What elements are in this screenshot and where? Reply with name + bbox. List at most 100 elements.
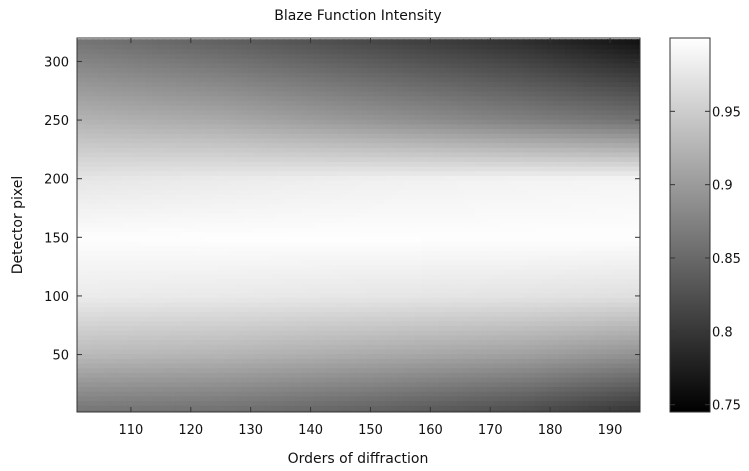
heatmap-cell bbox=[157, 203, 165, 209]
heatmap-cell bbox=[289, 381, 297, 388]
heatmap-cell bbox=[163, 231, 171, 237]
heatmap-cell bbox=[205, 273, 213, 280]
heatmap-cell bbox=[169, 306, 177, 312]
heatmap-cell bbox=[109, 151, 117, 158]
heatmap-cell bbox=[355, 189, 363, 195]
heatmap-cell bbox=[337, 325, 345, 331]
heatmap-cell bbox=[265, 264, 273, 270]
heatmap-cell bbox=[199, 212, 207, 219]
heatmap-cell bbox=[313, 151, 321, 158]
heatmap-cell bbox=[325, 226, 333, 233]
heatmap-cell bbox=[379, 86, 387, 92]
heatmap-cell bbox=[385, 198, 393, 205]
heatmap-cell bbox=[403, 90, 411, 97]
heatmap-cell bbox=[217, 268, 225, 275]
heatmap-cell bbox=[379, 165, 387, 172]
heatmap-cell bbox=[391, 147, 399, 153]
heatmap-cell bbox=[77, 311, 81, 317]
heatmap-cell bbox=[277, 142, 285, 148]
heatmap-cell bbox=[253, 53, 261, 59]
heatmap-cell bbox=[103, 72, 111, 78]
heatmap-cell bbox=[85, 306, 93, 312]
heatmap-cell bbox=[385, 278, 393, 284]
heatmap-cell bbox=[301, 165, 309, 172]
heatmap-cell bbox=[139, 245, 147, 252]
heatmap-cell bbox=[247, 156, 255, 162]
heatmap-cell bbox=[121, 245, 129, 252]
heatmap-cell bbox=[301, 372, 309, 378]
heatmap-cell bbox=[223, 142, 231, 148]
heatmap-cell bbox=[157, 362, 165, 369]
heatmap-cell bbox=[181, 348, 189, 355]
heatmap-cell bbox=[91, 179, 99, 186]
heatmap-cell bbox=[325, 240, 333, 247]
heatmap-cell bbox=[79, 67, 87, 73]
heatmap-cell bbox=[283, 147, 291, 153]
heatmap-cell bbox=[241, 315, 249, 322]
heatmap-cell bbox=[421, 81, 429, 87]
heatmap-cell bbox=[361, 362, 369, 369]
heatmap-cell bbox=[77, 381, 81, 388]
heatmap-cell bbox=[379, 118, 387, 125]
heatmap-cell bbox=[349, 62, 357, 69]
heatmap-cell bbox=[445, 245, 453, 252]
heatmap-cell bbox=[175, 297, 183, 303]
heatmap-cell bbox=[385, 287, 393, 294]
heatmap-cell bbox=[217, 226, 225, 233]
heatmap-cell bbox=[289, 189, 297, 195]
heatmap-cell bbox=[343, 250, 351, 256]
heatmap-cell bbox=[181, 161, 189, 167]
heatmap-cell bbox=[97, 278, 105, 284]
heatmap-cell bbox=[271, 165, 279, 172]
heatmap-cell bbox=[271, 236, 279, 242]
heatmap-cell bbox=[205, 315, 213, 322]
heatmap-cell bbox=[313, 109, 321, 116]
heatmap-cell bbox=[181, 367, 189, 373]
heatmap-cell bbox=[139, 189, 147, 195]
heatmap-cell bbox=[223, 353, 231, 359]
heatmap-cell bbox=[445, 358, 453, 364]
heatmap-cell bbox=[77, 334, 81, 341]
heatmap-cell bbox=[199, 367, 207, 373]
heatmap-cell bbox=[109, 76, 117, 83]
heatmap-cell bbox=[181, 43, 189, 50]
heatmap-cell bbox=[421, 123, 429, 130]
heatmap-cell bbox=[439, 132, 447, 139]
heatmap-cell bbox=[235, 348, 243, 355]
heatmap-cell bbox=[235, 208, 243, 214]
heatmap-cell bbox=[85, 95, 93, 101]
heatmap-cell bbox=[151, 231, 159, 237]
heatmap-cell bbox=[271, 381, 279, 388]
heatmap-cell bbox=[121, 376, 129, 383]
heatmap-cell bbox=[139, 100, 147, 106]
heatmap-cell bbox=[403, 292, 411, 298]
heatmap-cell bbox=[265, 283, 273, 289]
heatmap-cell bbox=[217, 404, 225, 411]
heatmap-cell bbox=[427, 320, 435, 327]
heatmap-cell bbox=[397, 329, 405, 336]
heatmap-cell bbox=[133, 81, 141, 87]
heatmap-cell bbox=[145, 109, 153, 116]
heatmap-cell bbox=[421, 362, 429, 369]
heatmap-cell bbox=[313, 137, 321, 144]
heatmap-cell bbox=[421, 43, 429, 50]
heatmap-cell bbox=[139, 165, 147, 172]
heatmap-cell bbox=[97, 386, 105, 392]
heatmap-cell bbox=[427, 57, 435, 64]
heatmap-cell bbox=[223, 311, 231, 317]
heatmap-cell bbox=[331, 189, 339, 195]
heatmap-cell bbox=[103, 128, 111, 134]
heatmap-cell bbox=[103, 222, 111, 228]
heatmap-cell bbox=[259, 165, 267, 172]
heatmap-cell bbox=[199, 297, 207, 303]
heatmap-cell bbox=[211, 362, 219, 369]
heatmap-cell bbox=[187, 334, 195, 341]
heatmap-cell bbox=[439, 184, 447, 191]
heatmap-cell bbox=[343, 100, 351, 106]
heatmap-cell bbox=[403, 100, 411, 106]
heatmap-cell bbox=[169, 198, 177, 205]
heatmap-cell bbox=[235, 203, 243, 209]
heatmap-cell bbox=[157, 376, 165, 383]
heatmap-cell bbox=[175, 404, 183, 411]
heatmap-cell bbox=[115, 156, 123, 162]
